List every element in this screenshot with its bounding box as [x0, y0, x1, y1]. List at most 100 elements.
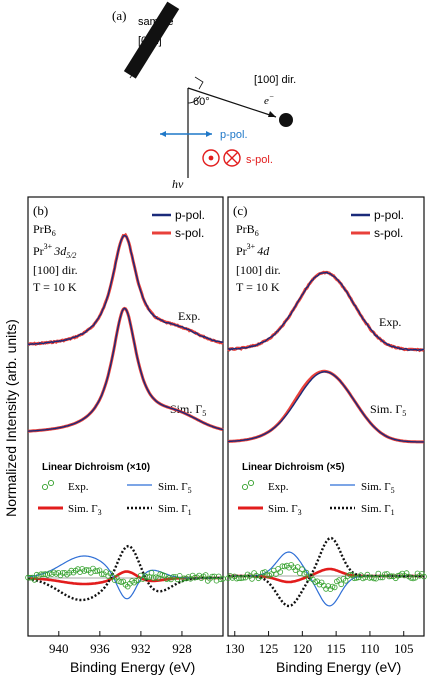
panel-b-compound: PrB6 — [33, 222, 56, 238]
ld-exp-point — [236, 575, 242, 581]
ld-exp-point — [25, 574, 31, 581]
panel-c-compound: PrB6 — [236, 222, 259, 238]
ld-sim-g1 — [228, 536, 424, 608]
x-tick-label: 120 — [293, 641, 313, 656]
s-pol-dot-center — [208, 155, 214, 161]
ld-exp-point — [27, 574, 34, 581]
ld-exp-point — [211, 573, 218, 580]
x-tick-label: 928 — [172, 641, 192, 656]
ld-exp-point — [338, 581, 345, 588]
sample-plate — [123, 1, 180, 79]
ld-exp-point — [366, 575, 373, 581]
ld-exp-point — [388, 573, 395, 579]
legend-p-label: p-pol. — [374, 208, 404, 222]
spectrum-exp-p-pol — [27, 234, 224, 346]
ld-exp-point — [148, 569, 155, 576]
panel-b-label: (b) — [33, 203, 48, 218]
ld-exp-point — [353, 575, 360, 581]
x-tick-label: 130 — [225, 641, 245, 656]
electron-label: e− — [264, 92, 274, 107]
ld-g3-label: Sim. Γ3 — [268, 503, 302, 517]
x-tick-label: 940 — [49, 641, 69, 656]
ld-exp-point — [218, 576, 224, 583]
panel-b-x-ticks: 940 936 932 928 — [49, 631, 192, 656]
ld-exp-point — [421, 573, 427, 580]
ld-exp-point — [238, 575, 244, 582]
ld-sim-g5 — [228, 551, 424, 607]
ld-exp-point — [98, 571, 105, 577]
ld-title: Linear Dichroism (×10) — [42, 462, 150, 473]
panel-a-label: (a) — [112, 8, 126, 23]
ld-exp-label: Exp. — [268, 481, 289, 493]
angle-label: 60° — [193, 96, 210, 108]
panel-c-label: (c) — [233, 203, 247, 218]
ld-exp-point — [83, 567, 90, 573]
panel-b: (b) PrB6 Pr3+ 3d5/2 [100] dir. T = 10 K p… — [25, 196, 226, 656]
ld-exp-point — [299, 566, 305, 572]
panel-c: (c) PrB6 Pr3+ 4d [100] dir. T = 10 K p-po… — [225, 196, 427, 656]
x-tick-label: 932 — [131, 641, 151, 656]
sim-label: Sim. Γ5 — [170, 402, 206, 418]
ld-exp-label: Exp. — [68, 481, 89, 493]
exp-label: Exp. — [379, 315, 401, 329]
panel-b-direction: [100] dir. — [33, 263, 78, 277]
panel-c-x-ticks: 130 125 120 115 110 105 — [225, 631, 413, 656]
exp-label: Exp. — [178, 309, 200, 323]
ld-exp-marker-b — [247, 479, 255, 487]
ld-exp-point — [38, 571, 44, 577]
ld-exp-point — [249, 576, 255, 582]
panel-b-level: Pr3+ 3d5/2 — [33, 242, 76, 260]
ld-g3-label: Sim. Γ3 — [68, 503, 102, 517]
spectrum-sim-p-pol — [27, 307, 224, 432]
electron-path — [187, 87, 277, 118]
s-pol-cross-icon — [223, 149, 241, 167]
ld-exp-point — [342, 577, 349, 584]
panel-b-temp: T = 10 K — [33, 280, 77, 294]
normal-marker — [194, 76, 204, 90]
ld-exp-point — [202, 572, 209, 578]
ld-exp-point — [381, 571, 388, 578]
s-pol-label: s-pol. — [246, 154, 273, 166]
x-tick-label: 115 — [327, 641, 346, 656]
s-pol-cross-b — [226, 152, 238, 164]
ld-g5-label: Sim. Γ5 — [158, 481, 192, 495]
panel-c-direction: [100] dir. — [236, 263, 281, 277]
ld-exp-point — [144, 574, 151, 580]
x-axis-label-c: Binding Energy (eV) — [276, 659, 401, 675]
p-pol-arrow-right — [206, 131, 212, 137]
legend-s-label: s-pol. — [175, 226, 204, 240]
x-tick-label: 125 — [259, 641, 279, 656]
ld-sim-g1 — [27, 544, 223, 602]
ld-exp-point — [170, 574, 177, 580]
p-pol-label: p-pol. — [220, 129, 248, 141]
ld-exp-point — [192, 574, 198, 581]
ld-g1-label: Sim. Γ1 — [361, 503, 395, 517]
panel-c-level: Pr3+ 4d — [236, 242, 270, 258]
x-axis-label-b: Binding Energy (eV) — [70, 659, 195, 675]
ld-exp-point — [277, 569, 284, 575]
panel-b-frame — [27, 196, 224, 637]
panel-c-temp: T = 10 K — [236, 280, 280, 294]
y-axis-label: Normalized Intensity (arb. units) — [3, 319, 19, 517]
ld-title: Linear Dichroism (×5) — [242, 462, 345, 473]
sim-label: Sim. Γ5 — [370, 402, 406, 418]
panel-b-spectra — [25, 232, 226, 602]
ld-exp-point — [240, 574, 247, 581]
x-tick-label: 105 — [394, 641, 414, 656]
ld-exp-point — [371, 575, 377, 582]
legend-s-label: s-pol. — [374, 226, 403, 240]
ld-exp-point — [386, 573, 393, 580]
ld-exp-point — [40, 571, 46, 578]
ld-exp-point — [377, 574, 384, 581]
ld-exp-marker-a — [241, 483, 249, 491]
ld-exp-point — [209, 573, 216, 580]
ld-g5-label: Sim. Γ5 — [361, 481, 395, 495]
spectrum-exp-p-pol — [227, 271, 425, 352]
legend-p-label: p-pol. — [175, 208, 205, 222]
panel-c-frame — [227, 196, 425, 637]
ld-exp-point — [273, 571, 279, 577]
beam-direction-label: [100] dir. — [254, 74, 296, 86]
panel-c-spectra — [225, 270, 427, 608]
ld-exp-point — [31, 577, 38, 583]
